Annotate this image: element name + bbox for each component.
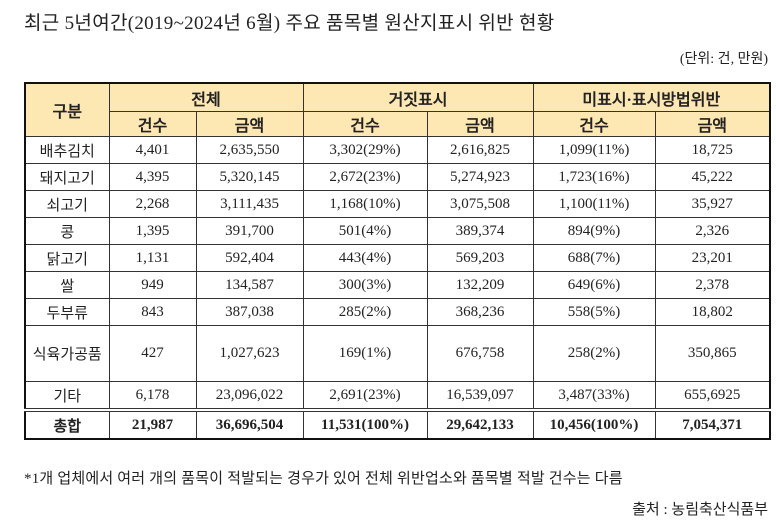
table-cell: 592,404 — [195, 244, 304, 272]
table-cell: 11,531(100%) — [302, 408, 428, 440]
table-row: 기타 6,178 23,096,022 2,691(23%) 16,539,097 3,4… — [24, 381, 771, 411]
header-sub-4: 건수 — [532, 111, 656, 137]
table-cell: 7,054,371 — [654, 408, 771, 440]
table-cell: 1,027,623 — [195, 325, 304, 382]
row-label: 돼지고기 — [24, 163, 110, 191]
table-cell: 300(3%) — [302, 271, 428, 299]
row-label: 쌀 — [24, 271, 110, 299]
table-cell: 285(2%) — [302, 298, 428, 326]
table-cell: 1,395 — [108, 217, 197, 245]
table-row: 쇠고기 2,268 3,111,435 1,168(10%) 3,075,508 1,10… — [24, 190, 771, 218]
table-cell: 29,642,133 — [426, 408, 534, 440]
document-title: 최근 5년여간(2019~2024년 6월) 주요 품목별 원산지표시 위반 현… — [24, 13, 555, 34]
table-cell: 5,320,145 — [195, 163, 304, 191]
table-cell: 558(5%) — [532, 298, 656, 326]
table-row: 돼지고기 4,395 5,320,145 2,672(23%) 5,274,923 1,7… — [24, 163, 771, 191]
table-cell: 35,927 — [654, 190, 771, 218]
table-cell: 655,6925 — [654, 381, 771, 411]
source-note: 출처 : 농림축산식품부 — [632, 502, 768, 518]
row-label: 배추김치 — [24, 136, 110, 164]
table-cell: 2,672(23%) — [302, 163, 428, 191]
table-cell: 3,111,435 — [195, 190, 304, 218]
table-cell: 1,168(10%) — [302, 190, 428, 218]
table-cell: 5,274,923 — [426, 163, 534, 191]
table-cell: 427 — [108, 325, 197, 382]
header-group-total: 전체 — [108, 82, 304, 112]
table-cell: 45,222 — [654, 163, 771, 191]
table-cell: 4,401 — [108, 136, 197, 164]
table-row: 닭고기 1,131 592,404 443(4%) 569,203 688(7%) 23,2… — [24, 244, 771, 272]
row-label: 식육가공품 — [24, 325, 110, 382]
table-row: 식육가공품 427 1,027,623 169(1%) 676,758 258(2%) 35… — [24, 325, 771, 382]
table-cell: 132,209 — [426, 271, 534, 299]
table-cell: 501(4%) — [302, 217, 428, 245]
table-cell: 2,635,550 — [195, 136, 304, 164]
header-group-false-label: 거짓표시 — [302, 82, 534, 112]
header-sub-0: 건수 — [108, 111, 197, 137]
table-cell: 18,725 — [654, 136, 771, 164]
table-cell: 21,987 — [108, 408, 197, 440]
header-sub-1: 금액 — [195, 111, 304, 137]
table-cell: 391,700 — [195, 217, 304, 245]
row-label: 콩 — [24, 217, 110, 245]
table-cell: 3,487(33%) — [532, 381, 656, 411]
table-cell: 2,616,825 — [426, 136, 534, 164]
table-cell: 2,378 — [654, 271, 771, 299]
table-cell: 6,178 — [108, 381, 197, 411]
table-cell: 10,456(100%) — [532, 408, 656, 440]
table-cell: 258(2%) — [532, 325, 656, 382]
table-cell: 3,302(29%) — [302, 136, 428, 164]
table-cell: 350,865 — [654, 325, 771, 382]
footnote: *1개 업체에서 여러 개의 품목이 적발되는 경우가 있어 전체 위반업소와 … — [24, 471, 623, 487]
header-group-unlabeled: 미표시·표시방법위반 — [532, 82, 771, 112]
table-cell: 569,203 — [426, 244, 534, 272]
table-cell: 23,201 — [654, 244, 771, 272]
table-row: 쌀 949 134,587 300(3%) 132,209 649(6%) 2,378 — [24, 271, 771, 299]
header-category: 구분 — [24, 82, 110, 137]
table-row: 두부류 843 387,038 285(2%) 368,236 558(5%) 18,802 — [24, 298, 771, 326]
table-cell: 389,374 — [426, 217, 534, 245]
table-cell: 1,099(11%) — [532, 136, 656, 164]
table-row: 총합 21,987 36,696,504 11,531(100%) 29,642,133… — [24, 408, 771, 440]
table-cell: 4,395 — [108, 163, 197, 191]
table-cell: 1,131 — [108, 244, 197, 272]
table-cell: 1,100(11%) — [532, 190, 656, 218]
table-cell: 387,038 — [195, 298, 304, 326]
row-label: 닭고기 — [24, 244, 110, 272]
table-cell: 23,096,022 — [195, 381, 304, 411]
table-cell: 134,587 — [195, 271, 304, 299]
table-cell: 949 — [108, 271, 197, 299]
table-cell: 2,268 — [108, 190, 197, 218]
violations-table: 구분 전체 거짓표시 미표시·표시방법위반 건수 금액 건수 금액 건수 금액 배추김치 4… — [24, 82, 772, 440]
table-cell: 688(7%) — [532, 244, 656, 272]
table-cell: 2,691(23%) — [302, 381, 428, 411]
row-label: 기타 — [24, 381, 110, 411]
table-cell: 18,802 — [654, 298, 771, 326]
table-cell: 676,758 — [426, 325, 534, 382]
unit-label: (단위: 건, 만원) — [679, 52, 768, 67]
row-label: 쇠고기 — [24, 190, 110, 218]
header-sub-3: 금액 — [426, 111, 534, 137]
table-cell: 36,696,504 — [195, 408, 304, 440]
row-label: 총합 — [24, 408, 110, 440]
table-cell: 1,723(16%) — [532, 163, 656, 191]
table-cell: 2,326 — [654, 217, 771, 245]
table-cell: 894(9%) — [532, 217, 656, 245]
table-cell: 649(6%) — [532, 271, 656, 299]
table-cell: 368,236 — [426, 298, 534, 326]
header-sub-2: 건수 — [302, 111, 428, 137]
table-cell: 169(1%) — [302, 325, 428, 382]
table-row: 배추김치 4,401 2,635,550 3,302(29%) 2,616,825 1,0… — [24, 136, 771, 164]
table-cell: 3,075,508 — [426, 190, 534, 218]
row-label: 두부류 — [24, 298, 110, 326]
table-cell: 16,539,097 — [426, 381, 534, 411]
table-cell: 443(4%) — [302, 244, 428, 272]
header-sub-5: 금액 — [654, 111, 771, 137]
table-row: 콩 1,395 391,700 501(4%) 389,374 894(9%) 2,326 — [24, 217, 771, 245]
table-cell: 843 — [108, 298, 197, 326]
